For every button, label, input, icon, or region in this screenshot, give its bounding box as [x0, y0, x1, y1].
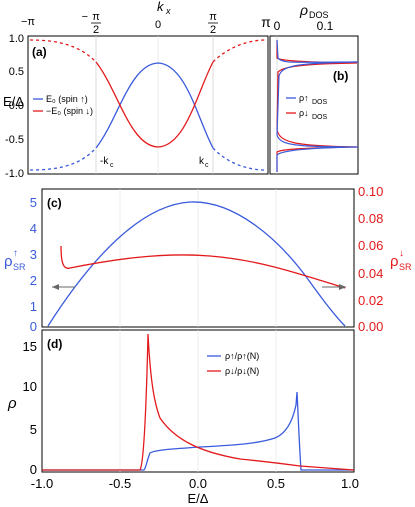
ytick-a-0: 0.0: [9, 100, 24, 112]
dos-tick-01: 0.1: [317, 19, 334, 33]
ylabel-c-right-sub: SR: [399, 262, 412, 272]
dos-xlabel: ρ: [299, 2, 308, 18]
ytick-d-5: 5: [30, 422, 37, 437]
ytick-c-5: 5: [30, 195, 37, 210]
sr-up-line: [47, 201, 346, 327]
top-xlabel-sub: x: [165, 6, 171, 16]
panel-d: (d) 15 10 5 0 ρ -1.0 -0.5 0.0 0.5 1.0 E/…: [7, 329, 359, 506]
ytick-a-m1: -1.0: [5, 168, 24, 180]
ytick-c-0: 0: [30, 319, 37, 334]
tick-half-pi-den: 2: [210, 24, 216, 36]
xtick-d-1: 1.0: [341, 476, 359, 491]
spin-down-dashed-right: [212, 39, 267, 63]
ytick-a-1: 1.0: [9, 33, 24, 45]
tick-minus-pi: −π: [21, 16, 35, 28]
legend-b-down: ρ↓: [299, 108, 309, 118]
panel-a-tag: (a): [32, 45, 47, 59]
ytick-d-15: 15: [23, 339, 37, 354]
panel-c: (c) 5 4 3 2 1 0 ρ ↑ SR 0.10 0.08 0.06 0.…: [4, 184, 412, 334]
legend-a-down: −E₀ (spin ↓): [46, 106, 93, 116]
panel-a: 1.0 0.5 0.0 -0.5 -1.0 E/Δ (a) E₀ (spin ↑…: [3, 33, 269, 180]
spin-up-dashed-right: [212, 147, 267, 171]
xtick-d-m1: -1.0: [31, 476, 53, 491]
neg-kc-sub: c: [110, 162, 114, 169]
tick-minus-half-pi: −: [82, 11, 88, 23]
panel-c-tag: (c): [47, 196, 62, 210]
tick-minus-half-pi-den: 2: [93, 24, 99, 36]
top-xlabel: k: [157, 0, 165, 14]
rho-down-line: [42, 333, 355, 471]
ytick-c-1: 1: [30, 299, 37, 314]
panel-b-tag: (b): [333, 69, 348, 83]
legend-d-up: ρ↑/ρ↑(N): [225, 351, 259, 361]
tick-zero: 0: [155, 19, 161, 31]
legend-b-up: ρ↑: [299, 93, 309, 103]
ylabel-c-right-sup: ↓: [399, 248, 404, 259]
spin-up-dashed-left: [29, 147, 97, 171]
xtick-d-m05: -0.5: [109, 476, 131, 491]
ytick-c-3: 3: [30, 247, 37, 262]
panel-d-tag: (d): [47, 337, 62, 351]
tick-minus-half-pi-num: π: [92, 11, 100, 23]
ytick-a-05: 0.5: [9, 66, 24, 78]
ylabel-a: E/Δ: [3, 94, 24, 109]
ylabel-c-left-sup: ↑: [13, 248, 18, 259]
pos-kc-label: k: [199, 156, 205, 167]
ylabel-c-right: ρ: [390, 253, 399, 270]
spin-down-dashed-left: [29, 39, 97, 63]
xtick-d-0: 0.0: [189, 476, 207, 491]
legend-b-down-sub: DOS: [312, 114, 328, 121]
ytick-c-r-010: 0.10: [358, 184, 383, 199]
rho-up-line: [42, 391, 354, 471]
neg-kc-label: -k: [100, 156, 109, 167]
panel-b-frame: [269, 35, 359, 175]
spin-up-line-a: [95, 62, 214, 149]
dos-down-line: [276, 40, 358, 172]
ylabel-c-left-sub: SR: [13, 262, 26, 272]
dos-up-line: [276, 39, 359, 172]
legend-d-down: ρ↓/ρ↓(N): [225, 366, 259, 376]
spin-down-line-a: [95, 61, 214, 148]
pos-kc-sub: c: [205, 162, 209, 169]
ytick-c-r-002: 0.02: [358, 293, 383, 308]
panel-a-frame: [27, 35, 269, 175]
legend-b-up-sub: DOS: [312, 99, 328, 106]
tick-half-pi-num: π: [209, 11, 217, 23]
tick-pi: π: [261, 14, 271, 30]
ytick-c-r-006: 0.06: [358, 238, 383, 253]
ytick-c-4: 4: [30, 221, 37, 236]
dos-xlabel-sub: DOS: [309, 10, 329, 20]
ytick-c-r-008: 0.08: [358, 211, 383, 226]
panel-b: (b) ρ↑ DOS ρ↓ DOS: [269, 35, 359, 175]
xtick-d-05: 0.5: [267, 476, 285, 491]
ytick-c-r-004: 0.04: [358, 266, 383, 281]
ytick-a-m05: -0.5: [5, 134, 24, 146]
ytick-c-2: 2: [30, 273, 37, 288]
sr-down-line: [60, 245, 346, 289]
legend-a-up: E₀ (spin ↑): [46, 94, 88, 104]
ylabel-c-left: ρ: [4, 253, 13, 270]
dos-tick-0: 0: [274, 19, 281, 33]
ylabel-d: ρ: [7, 395, 17, 412]
xlabel-bottom: E/Δ: [188, 491, 209, 506]
ytick-d-0: 0: [30, 462, 37, 477]
ytick-d-10: 10: [23, 379, 37, 394]
ytick-c-r-000: 0.00: [358, 319, 383, 334]
